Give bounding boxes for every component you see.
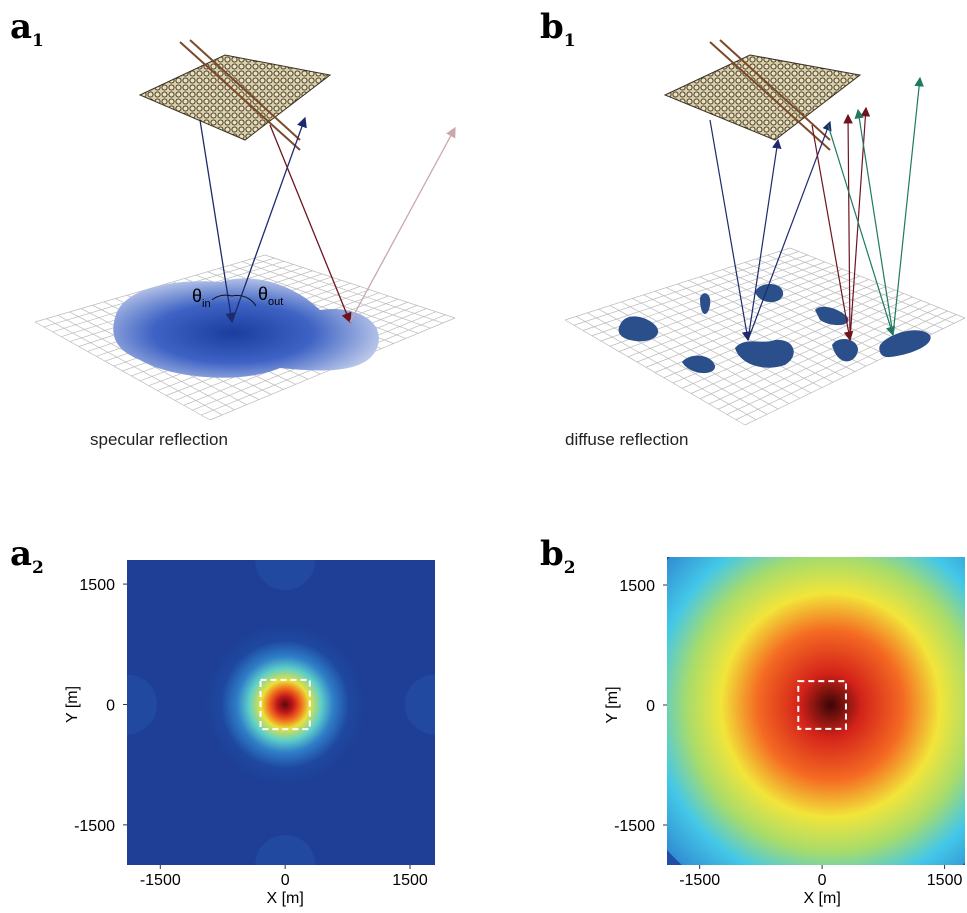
grid-line — [253, 258, 443, 324]
panel-letter: b — [540, 534, 564, 574]
x-axis-label: X [m] — [803, 890, 840, 907]
antenna-array — [138, 54, 332, 141]
y-axis-label: Y [m] — [64, 686, 81, 723]
grid-line — [241, 261, 431, 329]
grid-line — [699, 300, 922, 400]
antenna-array — [663, 54, 862, 141]
grid-line — [708, 303, 931, 405]
panel-subscript: 2 — [564, 558, 576, 578]
grid-line — [733, 265, 911, 346]
panel-label: b1 — [540, 7, 576, 51]
panel-subscript: 2 — [32, 558, 44, 578]
grid-line — [717, 307, 939, 410]
y-tick-label: 0 — [646, 698, 655, 715]
y-tick-label: -1500 — [614, 818, 655, 835]
x-tick-label: 0 — [281, 872, 290, 889]
x-tick-label: 0 — [818, 872, 827, 889]
caption: diffuse reflection — [565, 430, 688, 449]
theta-in: θin — [192, 286, 211, 310]
panel-label: a1 — [10, 7, 44, 51]
panel-letter: a — [10, 534, 32, 574]
panel-label: a2 — [10, 534, 44, 578]
heatmap — [667, 557, 965, 865]
grid-line — [756, 258, 933, 335]
y-tick-label: 0 — [106, 697, 115, 714]
x-tick-label: 1500 — [927, 872, 963, 889]
heatmap-plot: -1500 0 1500 -1500 0 1500 X [m] Y [m] a2 — [10, 534, 435, 907]
grid-line — [744, 317, 966, 426]
angle-arc — [211, 294, 257, 307]
reflected-ray — [231, 116, 307, 323]
grid-line — [767, 254, 944, 330]
grid-line — [726, 310, 948, 415]
array-rail — [709, 39, 831, 151]
x-tick-label: -1500 — [140, 872, 181, 889]
caption: specular reflection — [90, 430, 228, 449]
incident-ray — [269, 124, 352, 324]
array-rail — [179, 39, 301, 151]
grid-line — [681, 293, 904, 389]
y-tick-label: 1500 — [619, 578, 655, 595]
heatmap — [127, 560, 435, 865]
grid-line — [778, 251, 955, 324]
grid-line — [722, 269, 900, 351]
grid-line — [264, 254, 456, 319]
grid-line — [690, 296, 913, 394]
sidelobe — [255, 835, 316, 865]
grid-line — [230, 264, 419, 334]
x-tick-label: 1500 — [392, 872, 428, 889]
reflector-blob — [113, 278, 379, 378]
y-axis-label: Y [m] — [604, 686, 621, 723]
sidelobe — [127, 674, 157, 735]
reflected-ray — [349, 126, 456, 323]
incident-ray — [199, 119, 236, 324]
y-tick-label: 1500 — [79, 577, 115, 594]
sidelobe — [405, 674, 435, 735]
target-box — [259, 678, 311, 731]
heatmap-spot — [667, 557, 965, 865]
theta-out: θout — [258, 284, 283, 308]
panel-label: b2 — [540, 534, 576, 578]
x-axis-label: X [m] — [266, 890, 303, 907]
heatmap-spot — [205, 624, 366, 785]
scatterers — [618, 284, 931, 374]
y-tick-label: -1500 — [74, 818, 115, 835]
sidelobe — [255, 560, 316, 590]
x-tick-label: -1500 — [679, 872, 720, 889]
grid-line — [711, 272, 889, 356]
rays — [709, 76, 924, 342]
target-box — [797, 680, 847, 730]
heatmap-plot: -1500 0 1500 -1500 0 1500 X [m] Y [m] b2 — [540, 534, 965, 907]
